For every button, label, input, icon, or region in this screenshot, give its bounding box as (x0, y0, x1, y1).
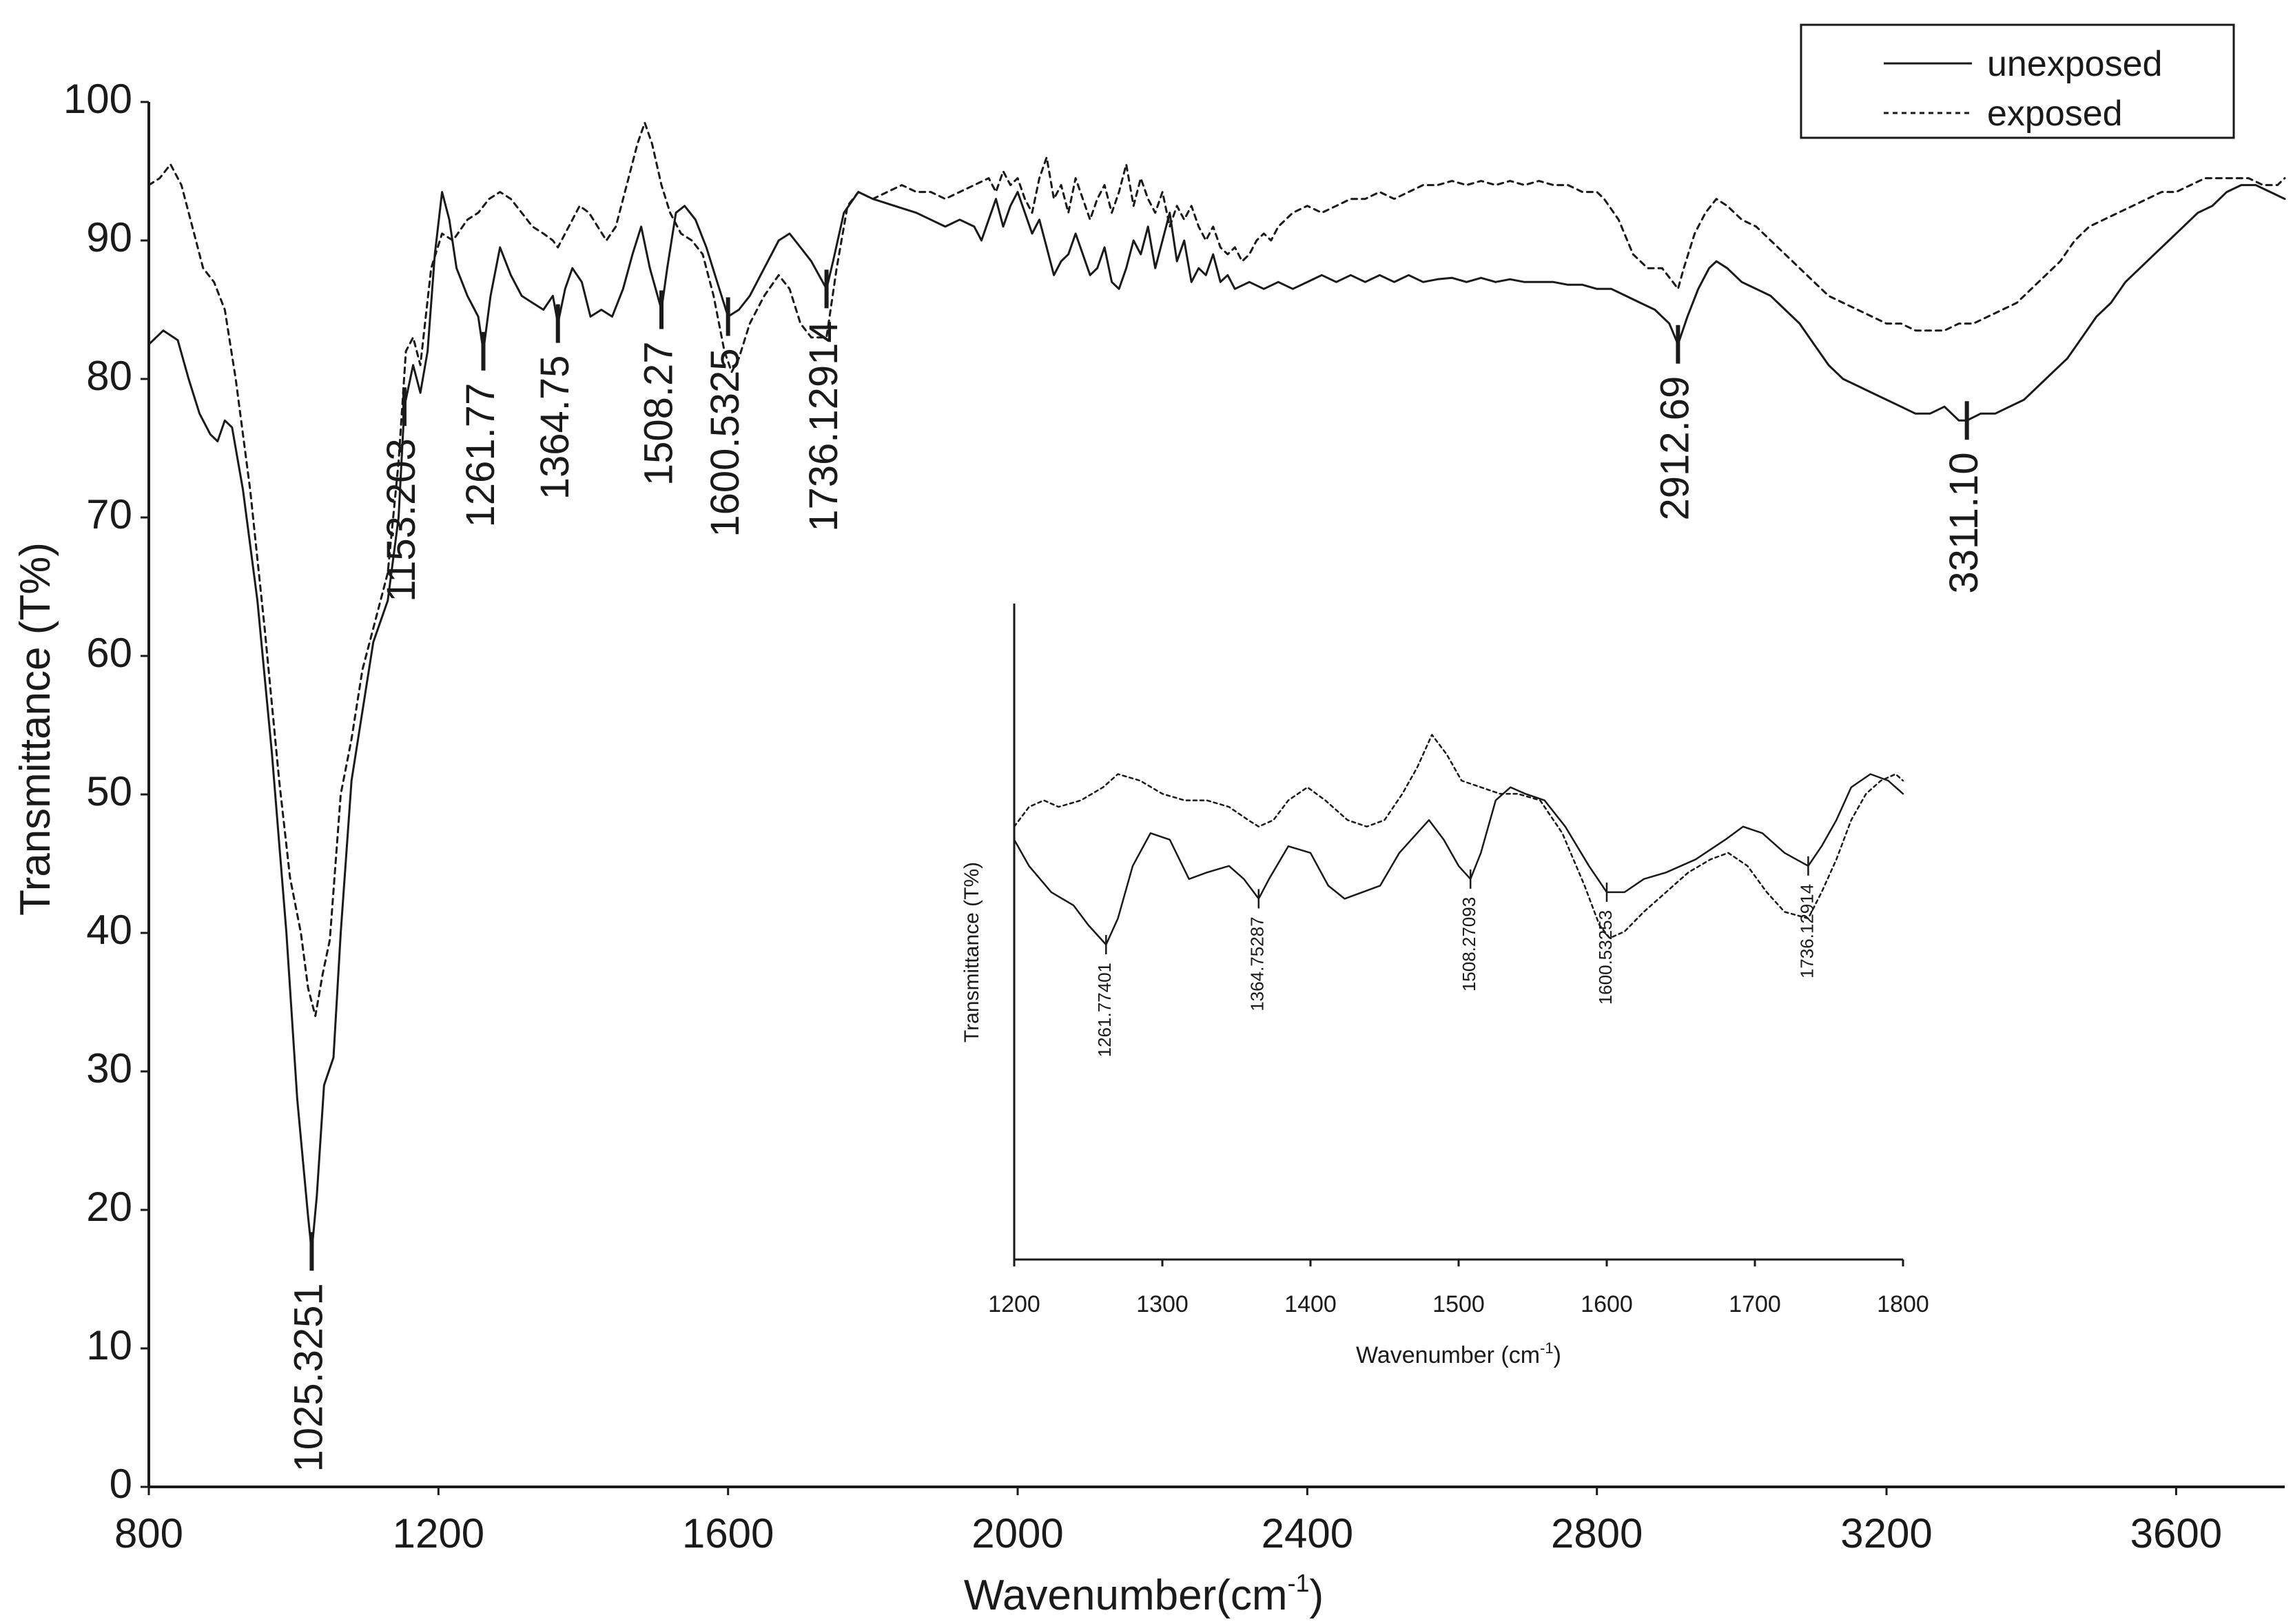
inset-series-layer (1013, 734, 1904, 946)
inset-x-tick-label: 1800 (1877, 1291, 1929, 1317)
inset-peak-label: 1600.53253 (1595, 910, 1616, 1005)
inset-x-tick-label: 1400 (1284, 1291, 1337, 1317)
main-y-axis-label: Transmittance (T%) (12, 542, 59, 916)
inset-x-ticks: 1200 1300 1400 1500 1600 1700 1800 (988, 1260, 1929, 1317)
main-x-tick-label: 2400 (1262, 1510, 1353, 1556)
main-peak-label: 1508.27 (636, 342, 681, 486)
main-x-axis-label-close: ) (1310, 1572, 1324, 1619)
inset-peak-label: 1364.75287 (1247, 916, 1268, 1011)
main-chart: 1025.3251 1153.203 1261.77 1364.75 1508.27 16… (12, 76, 2286, 1619)
main-y-tick-label: 70 (86, 491, 132, 537)
main-y-tick-label: 100 (63, 76, 132, 122)
inset-chart: 1261.77401 1364.75287 1508.27093 1600.53253… (960, 604, 1929, 1368)
main-peak-label: 1364.75 (533, 356, 577, 500)
inset-x-axis-label-sup: -1 (1540, 1339, 1554, 1357)
inset-x-tick-label: 1200 (988, 1291, 1040, 1317)
legend-box (1800, 23, 2235, 139)
main-peak-label: 1153.203 (379, 438, 424, 602)
main-x-tick-label: 3200 (1840, 1510, 1932, 1556)
inset-series-unexposed (1013, 773, 1904, 946)
main-y-tick-label: 60 (86, 630, 132, 676)
main-y-tick-label: 0 (110, 1461, 132, 1507)
main-series-layer (147, 121, 2286, 1253)
main-x-tick-label: 3600 (2130, 1510, 2222, 1556)
main-peak-markers: 1025.3251 1153.203 1261.77 1364.75 1508.27 16… (287, 269, 1986, 1472)
main-series-exposed (147, 121, 2286, 1018)
main-y-tick-label: 50 (86, 768, 132, 814)
main-x-tick-label: 2800 (1551, 1510, 1643, 1556)
main-x-axis-label-sup: -1 (1288, 1569, 1310, 1597)
inset-peak-label: 1736.12914 (1796, 884, 1817, 978)
main-x-tick-label: 1200 (393, 1510, 484, 1556)
main-peak-label: 3311.10 (1942, 452, 1986, 593)
legend-label-unexposed: unexposed (1987, 44, 2162, 84)
inset-peak-label: 1261.77401 (1094, 963, 1115, 1057)
main-x-tick-label: 2000 (971, 1510, 1063, 1556)
inset-x-axis-label-main: Wavenumber (cm (1356, 1342, 1540, 1368)
inset-x-tick-label: 1700 (1729, 1291, 1781, 1317)
inset-peak-label: 1508.27093 (1459, 897, 1479, 991)
main-y-ticks: 0 10 20 30 40 50 60 70 80 90 100 (63, 76, 149, 1507)
main-peak-label: 1600.5325 (703, 349, 748, 537)
main-peak-label: 1025.3251 (287, 1283, 331, 1472)
main-x-tick-label: 800 (114, 1510, 183, 1556)
inset-x-tick-label: 1300 (1136, 1291, 1189, 1317)
main-y-tick-label: 30 (86, 1045, 132, 1091)
inset-y-axis-label: Transmittance (T%) (960, 862, 983, 1042)
inset-peak-markers: 1261.77401 1364.75287 1508.27093 1600.53253… (1094, 856, 1817, 1057)
main-y-tick-label: 80 (86, 353, 132, 399)
inset-x-tick-label: 1500 (1432, 1291, 1485, 1317)
main-y-tick-label: 20 (86, 1184, 132, 1230)
main-y-tick-label: 40 (86, 907, 132, 953)
inset-x-axis-label: Wavenumber (cm-1) (1356, 1339, 1561, 1368)
main-series-unexposed (147, 184, 2286, 1253)
main-y-tick-label: 90 (86, 214, 132, 260)
main-x-tick-label: 1600 (682, 1510, 774, 1556)
main-x-ticks: 800 1200 1600 2000 2400 2800 3200 3600 (114, 1487, 2222, 1556)
main-x-axis-label: Wavenumber(cm-1) (964, 1569, 1324, 1619)
main-x-axis-label-main: Wavenumber(cm (964, 1572, 1288, 1619)
inset-x-tick-label: 1600 (1581, 1291, 1633, 1317)
inset-series-exposed (1013, 734, 1904, 939)
legend-label-exposed: exposed (1987, 94, 2123, 134)
main-peak-label: 1736.12914 (801, 320, 846, 531)
main-peak-label: 2912.69 (1653, 376, 1698, 521)
main-peak-label: 1261.77 (458, 383, 503, 528)
inset-x-axis-label-close: ) (1554, 1342, 1561, 1368)
legend: unexposed exposed (1800, 23, 2235, 139)
main-y-tick-label: 10 (86, 1322, 132, 1368)
